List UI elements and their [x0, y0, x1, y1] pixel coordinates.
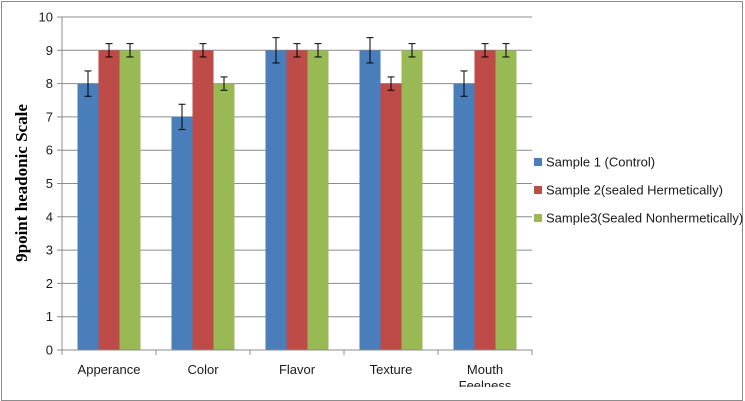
x-tick-label: Color [187, 362, 219, 377]
y-tick-label: 3 [46, 243, 53, 258]
legend-label: Sample3(Sealed Nonhermetically) [546, 211, 743, 226]
bar [380, 83, 402, 350]
y-tick-label: 1 [46, 309, 53, 324]
x-tick-label: Mouth Feelness [459, 362, 512, 387]
bar [213, 83, 235, 350]
y-axis-label: 9point headonic Scale [12, 104, 31, 262]
y-tick-label: 10 [39, 10, 53, 25]
bar [401, 50, 423, 351]
y-tick-label: 0 [46, 343, 53, 358]
x-tick-label: Flavor [279, 362, 316, 377]
bar [359, 50, 381, 351]
legend-swatch [534, 158, 542, 166]
bar [307, 50, 329, 351]
bar [265, 50, 287, 351]
axes: 0 1 2 3 4 5 6 7 8 9 10 Apperance Color Flavor Texture M… [39, 10, 533, 387]
bar [119, 50, 141, 351]
y-tick-label: 4 [46, 209, 53, 224]
bar [192, 50, 214, 351]
y-tick-label: 6 [46, 143, 53, 158]
legend-label: Sample 2(sealed Hermetically) [546, 183, 723, 198]
legend-label: Sample 1 (Control) [546, 155, 655, 170]
bar [286, 50, 308, 351]
x-tick-label: Apperance [78, 362, 141, 377]
legend: Sample 1 (Control) Sample 2(sealed Hermet… [534, 155, 743, 226]
y-tick-label: 5 [46, 176, 53, 191]
bar-chart: 0 1 2 3 4 5 6 7 8 9 10 Apperance Color Flavor Texture M… [12, 10, 743, 388]
bar [453, 83, 475, 350]
y-tick-label: 2 [46, 276, 53, 291]
bars [77, 37, 517, 351]
y-tick-label: 7 [46, 109, 53, 124]
legend-swatch [534, 214, 542, 222]
bar [171, 116, 193, 351]
y-tick-label: 9 [46, 43, 53, 58]
x-tick-label: Texture [370, 362, 413, 377]
bar [474, 50, 496, 351]
bar [495, 50, 517, 351]
bar [77, 83, 99, 350]
legend-swatch [534, 186, 542, 194]
y-tick-label: 8 [46, 76, 53, 91]
bar [98, 50, 120, 351]
